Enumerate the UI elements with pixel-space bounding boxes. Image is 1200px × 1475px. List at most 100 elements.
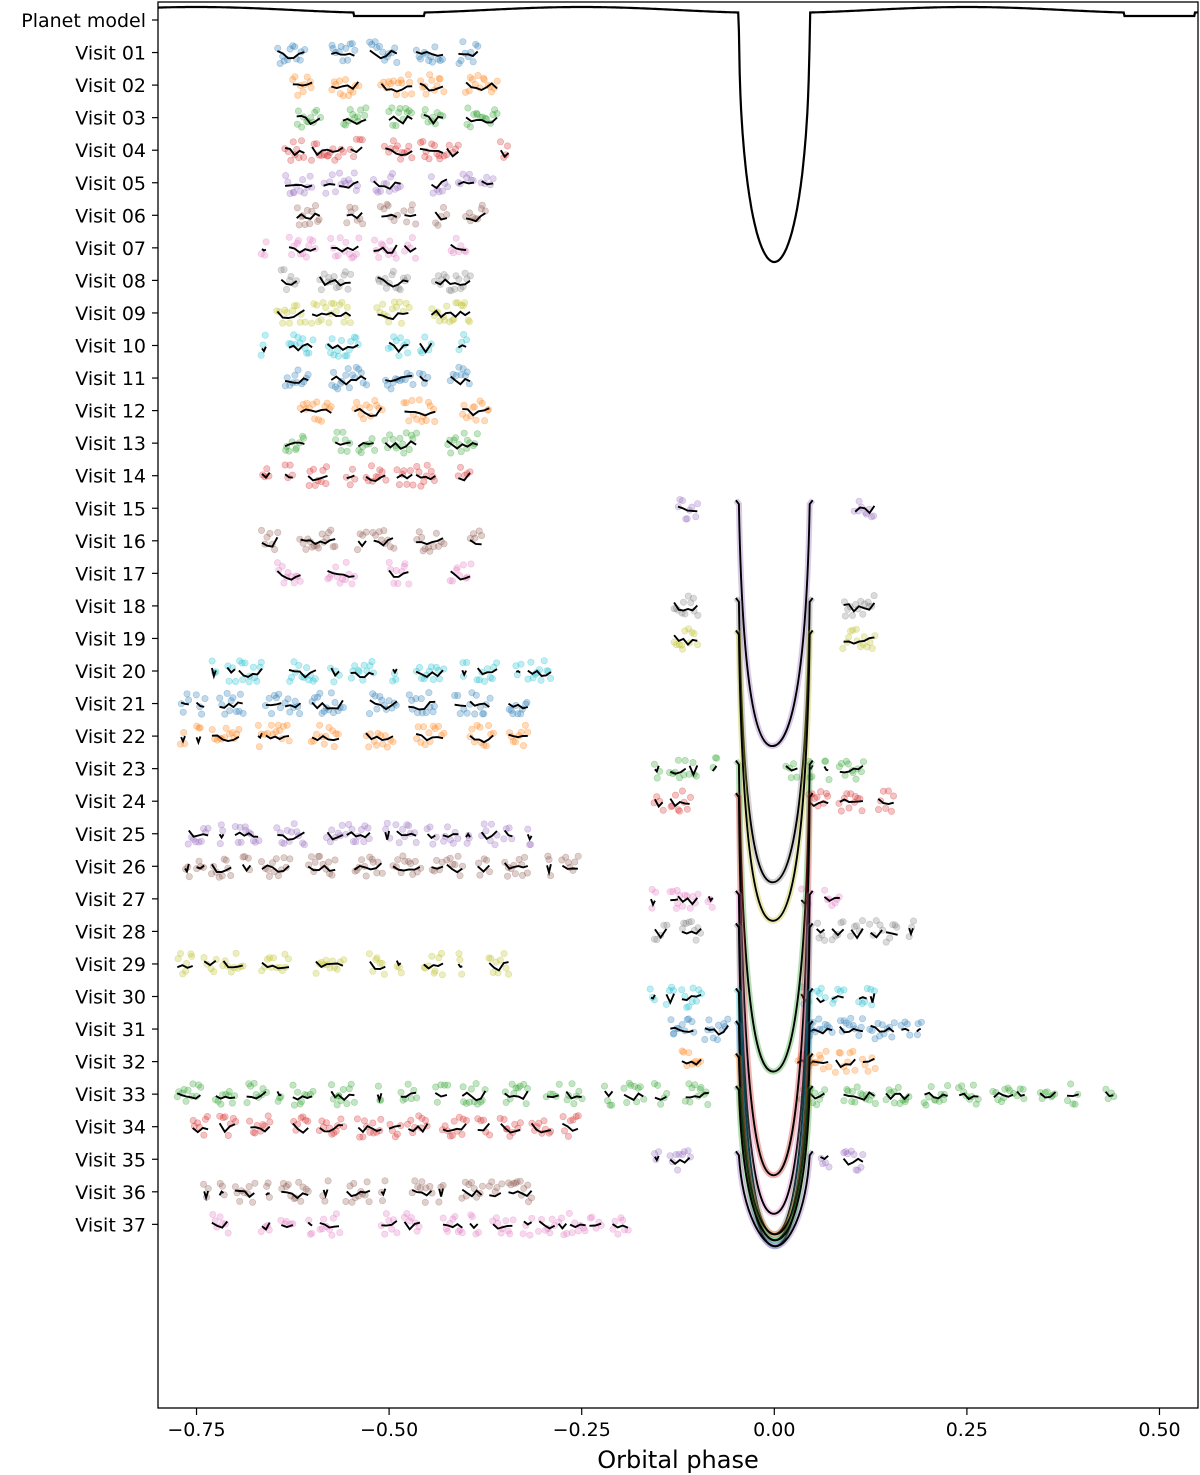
data-point xyxy=(849,626,857,634)
data-point xyxy=(879,787,887,795)
data-point xyxy=(402,399,410,407)
binned-line xyxy=(300,538,336,546)
binned-line xyxy=(870,1024,895,1033)
data-point xyxy=(843,1150,851,1158)
data-point xyxy=(486,694,494,702)
binned-line xyxy=(492,1223,513,1230)
data-point xyxy=(419,138,427,146)
data-point xyxy=(456,872,464,880)
data-point xyxy=(289,42,297,50)
data-point xyxy=(369,1119,377,1127)
data-point xyxy=(822,789,830,797)
binned-line xyxy=(415,732,444,742)
data-point xyxy=(348,40,356,48)
data-point xyxy=(329,368,337,376)
binned-line xyxy=(276,309,305,319)
data-point xyxy=(492,1214,500,1222)
data-point xyxy=(366,853,374,861)
data-point xyxy=(390,544,398,552)
data-point xyxy=(296,56,304,64)
data-point xyxy=(608,1101,616,1109)
data-point xyxy=(320,707,328,715)
data-point xyxy=(285,447,293,455)
data-point xyxy=(914,1020,922,1028)
data-point xyxy=(439,1182,447,1190)
data-point xyxy=(334,352,342,360)
data-point xyxy=(1067,1080,1075,1088)
data-point xyxy=(872,917,880,925)
data-point xyxy=(868,1027,876,1035)
visit-label: Visit 32 xyxy=(75,1052,146,1074)
data-point xyxy=(477,1117,485,1125)
data-point xyxy=(465,1098,473,1106)
data-point xyxy=(328,299,336,307)
data-point xyxy=(478,532,486,540)
binned-line xyxy=(465,212,486,223)
data-point xyxy=(320,270,328,278)
visit-label: Visit 30 xyxy=(75,987,146,1009)
data-point xyxy=(286,677,294,685)
visit-label: Visit 23 xyxy=(75,759,146,781)
data-point xyxy=(365,950,373,958)
data-point xyxy=(330,273,338,281)
data-point xyxy=(303,206,311,214)
binned-line xyxy=(546,863,552,877)
data-point xyxy=(213,736,221,744)
data-point xyxy=(435,542,443,550)
data-point xyxy=(210,968,218,976)
binned-line xyxy=(423,962,444,970)
data-point xyxy=(470,110,478,118)
data-point xyxy=(273,559,281,567)
data-point xyxy=(465,318,473,326)
data-point xyxy=(508,1080,516,1088)
binned-line xyxy=(450,375,471,386)
data-point xyxy=(683,1062,691,1070)
data-point xyxy=(505,705,513,713)
data-point xyxy=(458,862,466,870)
data-point xyxy=(347,674,355,682)
visit-series xyxy=(177,689,531,718)
data-point xyxy=(286,276,294,284)
data-point xyxy=(376,187,384,195)
binned-line xyxy=(850,928,864,940)
planet-model-line xyxy=(158,5,1198,264)
data-point xyxy=(455,275,463,283)
visit-label: Visit 12 xyxy=(75,401,146,423)
data-point xyxy=(452,371,460,379)
data-point xyxy=(267,710,275,718)
data-point xyxy=(324,575,332,583)
data-point xyxy=(441,1122,449,1130)
transit-model-line xyxy=(735,760,814,1073)
data-point xyxy=(473,111,481,119)
data-point xyxy=(182,967,190,975)
data-point xyxy=(432,529,440,537)
data-point xyxy=(290,658,298,666)
data-point xyxy=(475,859,483,867)
data-point xyxy=(344,285,352,293)
data-point xyxy=(563,1230,571,1238)
visit-series xyxy=(650,917,917,946)
data-point xyxy=(405,822,413,830)
data-point xyxy=(408,154,416,162)
data-point xyxy=(417,139,425,147)
data-point xyxy=(383,200,391,208)
data-point xyxy=(366,1128,374,1136)
data-point xyxy=(458,970,466,978)
visit-series xyxy=(281,135,511,164)
data-point xyxy=(452,566,460,574)
data-point xyxy=(857,597,865,605)
data-point xyxy=(852,775,860,783)
binned-line xyxy=(442,1123,467,1133)
data-point xyxy=(428,76,436,84)
data-point xyxy=(383,743,391,751)
data-point xyxy=(867,985,875,993)
binned-line xyxy=(808,1027,833,1035)
data-point xyxy=(477,205,485,213)
binned-line xyxy=(446,440,478,450)
data-point xyxy=(359,379,367,387)
binned-line xyxy=(350,146,363,154)
data-point xyxy=(882,1096,890,1104)
data-point xyxy=(670,638,678,646)
data-point xyxy=(480,820,488,828)
data-point xyxy=(245,678,253,686)
